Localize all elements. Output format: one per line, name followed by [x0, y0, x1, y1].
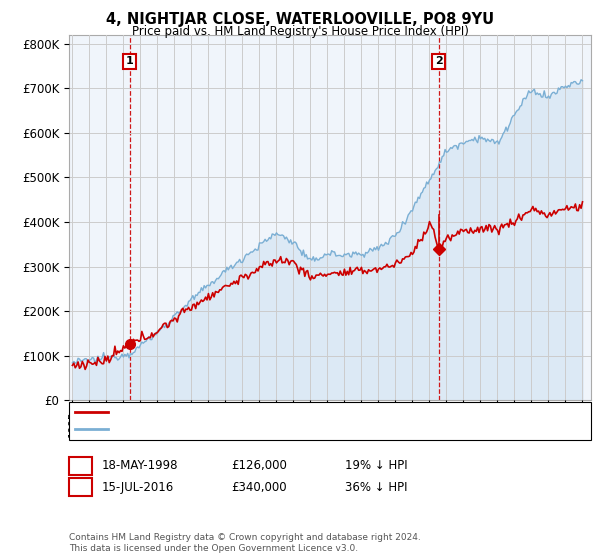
Text: 1: 1: [126, 57, 134, 67]
Text: 2: 2: [435, 57, 443, 67]
Text: 1: 1: [76, 459, 85, 473]
Text: HPI: Average price, detached house, East Hampshire: HPI: Average price, detached house, East…: [114, 424, 389, 434]
Text: £340,000: £340,000: [231, 480, 287, 494]
Text: 4, NIGHTJAR CLOSE, WATERLOOVILLE, PO8 9YU (detached house): 4, NIGHTJAR CLOSE, WATERLOOVILLE, PO8 9Y…: [114, 407, 453, 417]
Text: £126,000: £126,000: [231, 459, 287, 473]
Text: 15-JUL-2016: 15-JUL-2016: [102, 480, 174, 494]
Text: Contains HM Land Registry data © Crown copyright and database right 2024.
This d: Contains HM Land Registry data © Crown c…: [69, 533, 421, 553]
Text: 18-MAY-1998: 18-MAY-1998: [102, 459, 179, 473]
Text: 4, NIGHTJAR CLOSE, WATERLOOVILLE, PO8 9YU: 4, NIGHTJAR CLOSE, WATERLOOVILLE, PO8 9Y…: [106, 12, 494, 27]
Text: Price paid vs. HM Land Registry's House Price Index (HPI): Price paid vs. HM Land Registry's House …: [131, 25, 469, 38]
Text: 19% ↓ HPI: 19% ↓ HPI: [345, 459, 407, 473]
Text: 2: 2: [76, 480, 85, 494]
Text: 36% ↓ HPI: 36% ↓ HPI: [345, 480, 407, 494]
